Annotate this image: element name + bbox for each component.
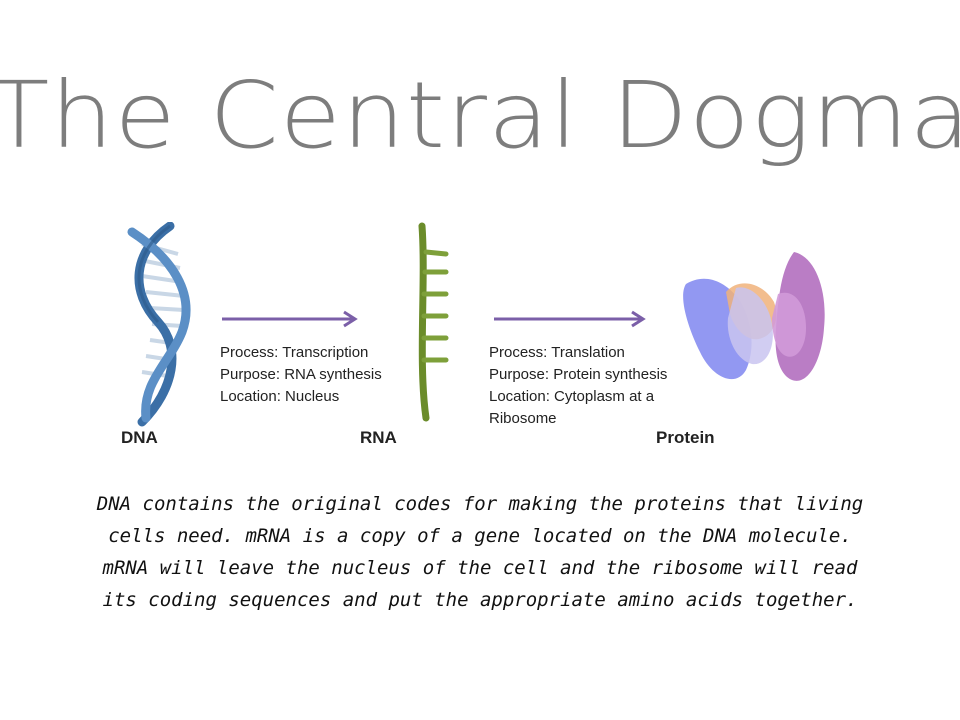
page-title: The Central Dogma	[0, 62, 960, 169]
location-text-cont: Ribosome	[489, 410, 557, 427]
description-text: DNA contains the original codes for maki…	[96, 493, 864, 611]
transcription-info: Process: Transcription Purpose: RNA synt…	[220, 342, 382, 408]
location-text: Location: Cytoplasm at a	[489, 388, 655, 405]
rna-label: RNA	[360, 428, 397, 447]
rna-strand-icon	[418, 222, 449, 422]
purpose-text: Purpose: RNA synthesis	[220, 366, 382, 383]
dna-helix-icon	[127, 222, 191, 427]
location-text: Location: Nucleus	[220, 388, 340, 405]
protein-icon	[683, 252, 825, 381]
translation-info: Process: Translation Purpose: Protein sy…	[489, 342, 667, 430]
purpose-text: Purpose: Protein synthesis	[489, 366, 668, 383]
dna-label: DNA	[121, 428, 158, 447]
process-text: Process: Translation	[489, 344, 625, 361]
protein-label: Protein	[656, 428, 715, 447]
process-text: Process: Transcription	[220, 344, 369, 361]
arrow-right-icon	[494, 310, 646, 328]
arrow-right-icon	[222, 310, 358, 328]
